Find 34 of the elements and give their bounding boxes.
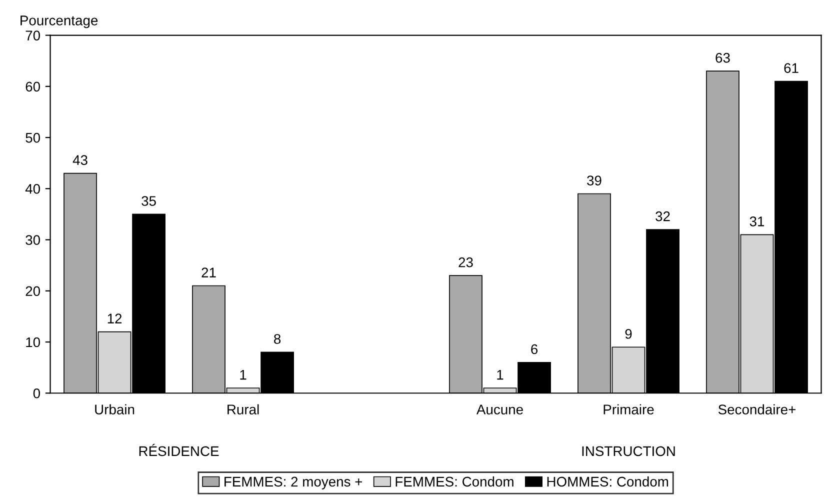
data-label: 21: [202, 268, 216, 278]
data-label: 31: [750, 216, 764, 226]
y-tick-label: 60: [26, 82, 40, 92]
data-label: 12: [108, 314, 122, 324]
x-tick-label: Secondaire+: [718, 404, 796, 414]
y-tick-label: 70: [26, 30, 40, 40]
text: INSTRUCTION: [582, 446, 675, 456]
x-tick-label: Primaire: [604, 404, 654, 414]
data-label: 43: [72, 155, 88, 166]
y-axis-title: Pourcentage: [20, 16, 98, 28]
x-tick-label: Urbain: [95, 404, 134, 414]
data-label: 61: [784, 63, 798, 73]
y-tick-label: 40: [25, 184, 40, 194]
legend-label: FEMMES: 2 moyens +: [224, 476, 362, 490]
x-tick-label: Rural: [228, 404, 259, 414]
data-label: 32: [656, 211, 670, 222]
y-tick-label: 0: [33, 388, 40, 398]
data-label: 1: [497, 370, 504, 380]
data-label: 9: [625, 328, 632, 339]
data-label: 39: [587, 176, 602, 186]
y-tick-label: 50: [26, 132, 40, 143]
data-label: 1: [240, 370, 246, 380]
x-tick-label: Aucune: [476, 404, 523, 414]
legend-label: HOMMES: Condom: [547, 476, 668, 487]
data-label: 6: [531, 344, 538, 354]
data-label: 63: [716, 52, 730, 63]
data-label: 8: [274, 334, 281, 344]
y-tick-label: 20: [26, 286, 40, 296]
legend-label: FEMMES: Condom: [396, 476, 514, 487]
text: RÉSIDENCE: [139, 444, 219, 456]
data-label: 23: [458, 257, 473, 268]
y-tick-label: 10: [26, 337, 40, 348]
data-label: 35: [142, 196, 156, 206]
y-tick-label: 30: [26, 235, 40, 245]
